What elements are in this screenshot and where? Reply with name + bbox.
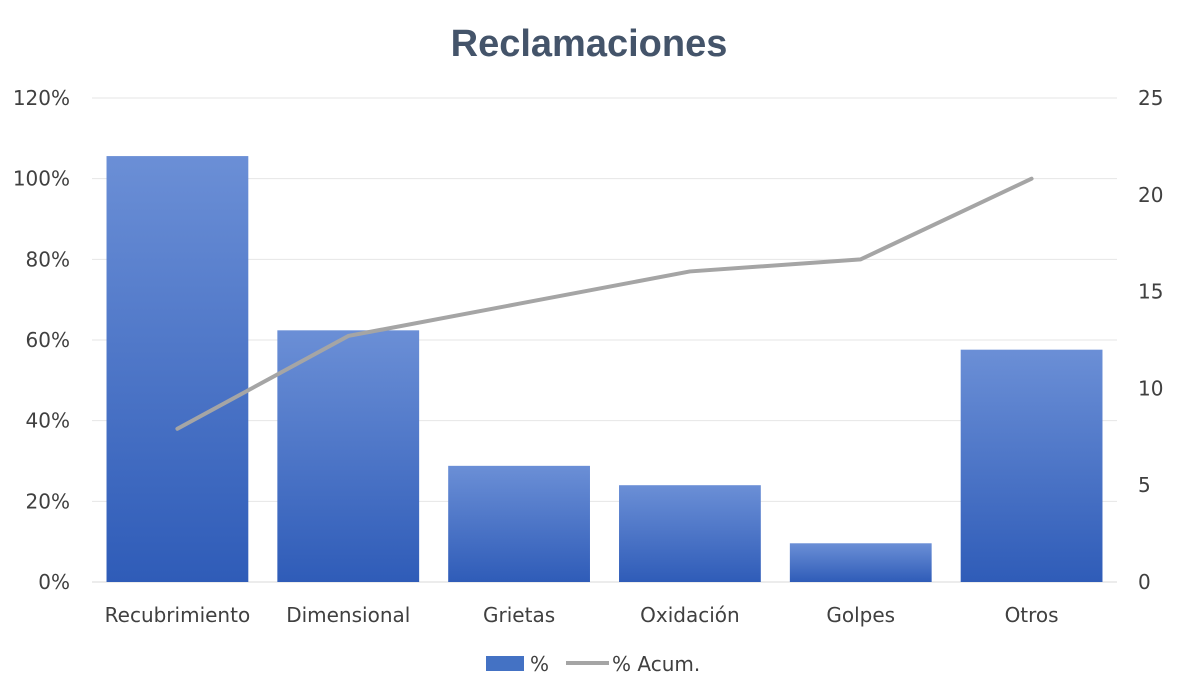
- bar: [448, 465, 590, 582]
- category-labels: Recubrimiento Dimensional Grietas Oxidación…: [105, 603, 1059, 627]
- bar: [277, 330, 420, 582]
- left-tick-label: 120%: [13, 86, 70, 110]
- legend-line-label: % Acum.: [612, 652, 700, 676]
- right-tick-label: 25: [1138, 86, 1163, 110]
- category-label: Recubrimiento: [105, 603, 251, 627]
- right-tick-label: 20: [1138, 183, 1163, 207]
- category-label: Oxidación: [640, 603, 740, 627]
- chart-title: Reclamaciones: [451, 23, 728, 65]
- left-tick-label: 0%: [38, 570, 70, 594]
- line-point: [176, 428, 178, 430]
- left-tick-label: 80%: [26, 247, 70, 271]
- right-tick-label: 10: [1138, 376, 1163, 400]
- category-label: Otros: [1005, 603, 1059, 627]
- right-tick-label: 5: [1138, 473, 1151, 497]
- line-point: [1031, 178, 1033, 180]
- gridlines: [92, 97, 1117, 583]
- right-tick-label: 0: [1138, 570, 1151, 594]
- left-axis-ticks: 0% 20% 40% 60% 80% 100% 120%: [13, 86, 70, 594]
- line-point: [689, 270, 691, 272]
- line-point: [347, 335, 349, 337]
- bar: [106, 156, 249, 582]
- line-point: [860, 258, 862, 260]
- category-label: Dimensional: [286, 603, 410, 627]
- left-tick-label: 20%: [26, 489, 70, 513]
- bar: [789, 543, 932, 582]
- bar: [619, 485, 761, 582]
- left-tick-label: 40%: [26, 409, 70, 433]
- line-series: [175, 176, 1034, 431]
- legend: % % Acum.: [486, 652, 700, 676]
- legend-bar-label: %: [530, 652, 549, 676]
- right-tick-label: 15: [1138, 280, 1163, 304]
- category-label: Golpes: [826, 603, 895, 627]
- left-tick-label: 100%: [13, 167, 70, 191]
- left-tick-label: 60%: [26, 328, 70, 352]
- right-axis-ticks: 0 5 10 15 20 25: [1138, 86, 1163, 594]
- category-label: Grietas: [483, 603, 555, 627]
- legend-bar-swatch: [486, 656, 524, 671]
- bar: [960, 349, 1103, 582]
- cumulative-line: [175, 176, 1034, 431]
- line-point: [518, 303, 520, 305]
- bar-series: [106, 156, 1103, 582]
